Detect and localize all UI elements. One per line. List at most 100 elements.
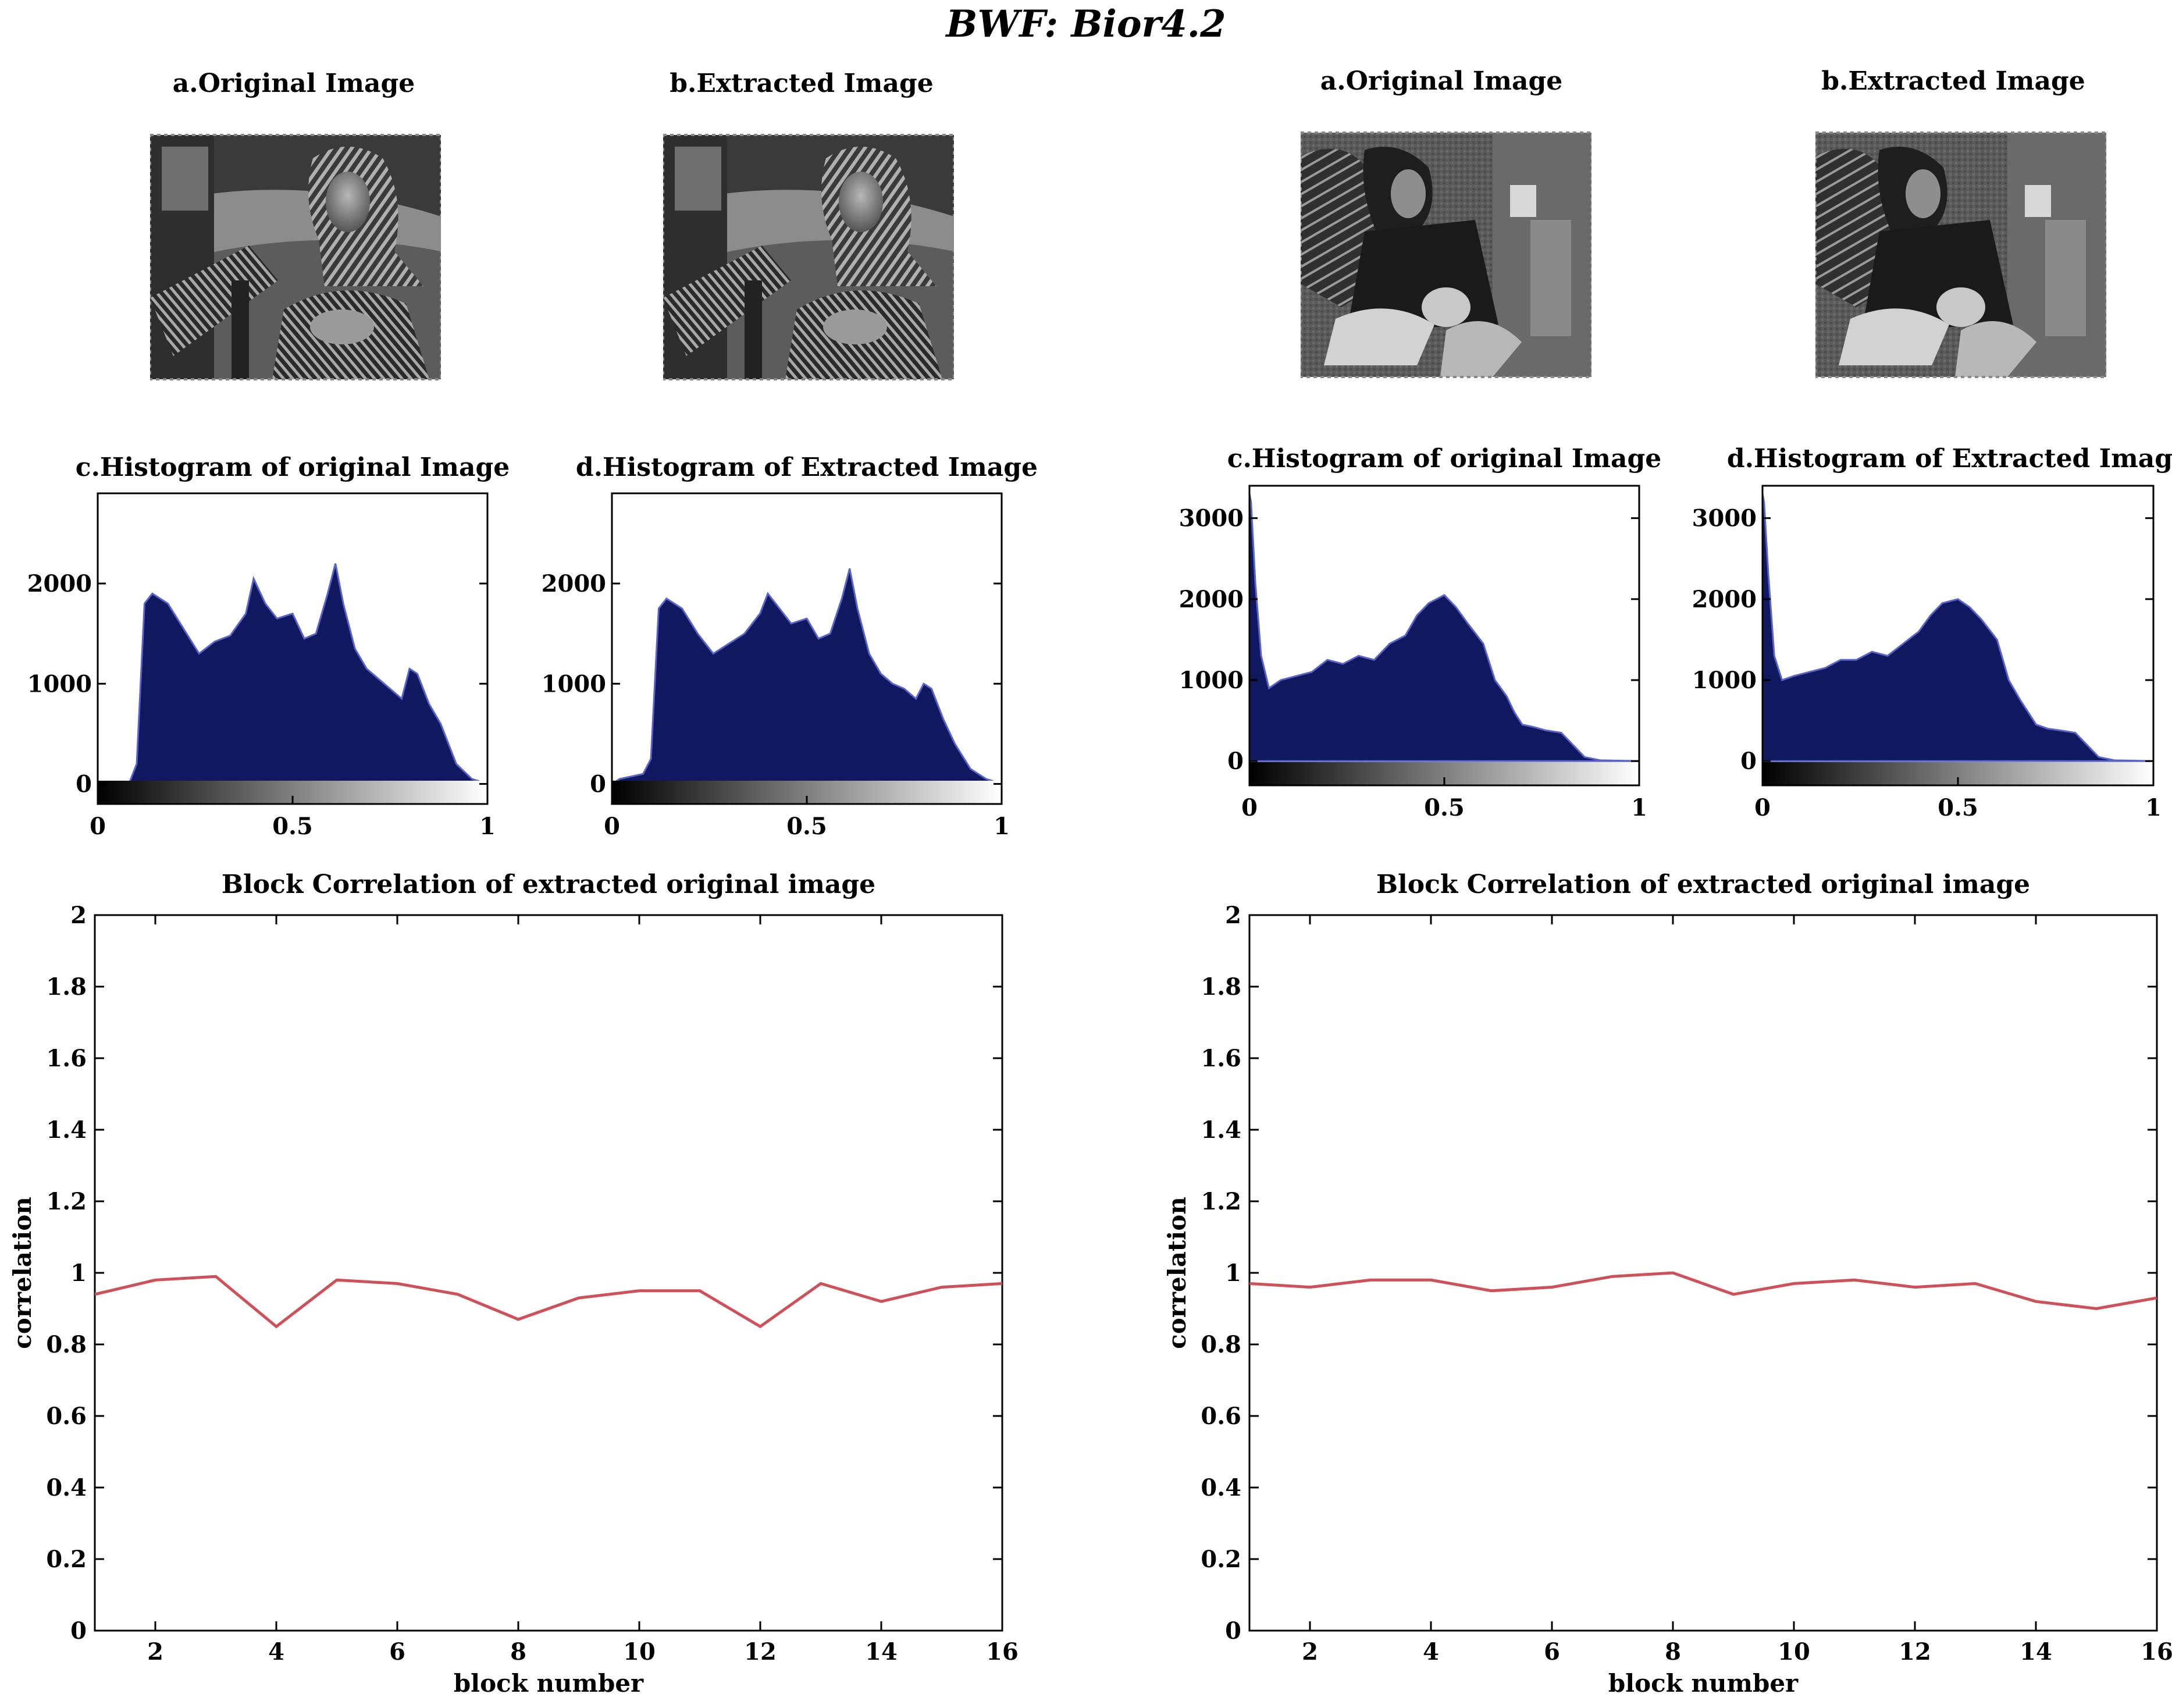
y-tick-label: 0.6 — [46, 1403, 87, 1430]
y-tick-label: 1.2 — [1201, 1188, 1241, 1215]
y-tick-label: 1000 — [1179, 667, 1244, 694]
x-axis-label: block number — [454, 1669, 644, 1698]
x-tick-label: 14 — [2020, 1638, 2052, 1666]
x-tick-label: 16 — [986, 1638, 1019, 1666]
x-tick-label: 2 — [1302, 1638, 1318, 1666]
y-tick-label: 1.6 — [1201, 1045, 1241, 1072]
x-tick-label: 1 — [1631, 794, 1647, 821]
correlation-line — [1249, 1271, 2157, 1311]
y-tick-label: 1.8 — [46, 973, 87, 1001]
y-tick-label: 0 — [70, 1617, 87, 1645]
y-tick-label: 2000 — [27, 570, 92, 597]
y-axis-label: correlation — [8, 1197, 37, 1349]
left-original-image — [150, 135, 441, 379]
y-tick-label: 2 — [1225, 902, 1241, 929]
histogram-area — [1761, 493, 2155, 762]
correlation-chart-5: Block Correlation of extracted original … — [1163, 870, 2172, 1698]
histogram-area — [611, 568, 1003, 785]
correlation-line — [94, 1275, 1003, 1329]
y-tick-label: 0 — [1225, 1617, 1241, 1645]
y-tick-label: 0.8 — [46, 1331, 87, 1358]
chart-title: Block Correlation of extracted original … — [222, 870, 875, 899]
histogram-area — [1248, 493, 1640, 762]
chart-title: c.Histogram of original Image — [76, 453, 510, 482]
x-tick-label: 6 — [1544, 1638, 1560, 1666]
histogram-chart-1: d.Histogram of Extracted Image 0 1000 2000 0… — [542, 453, 1038, 840]
y-tick-label: 3000 — [1692, 505, 1757, 532]
y-tick-label: 0.6 — [1201, 1403, 1241, 1430]
histogram-chart-3: d.Histogram of Extracted Image 0 1000 2000 3… — [1692, 444, 2172, 821]
histogram-chart-2: c.Histogram of original Image 0 1000 2000 30… — [1179, 444, 1662, 821]
right-original-image-title: a.Original Image — [1320, 66, 1562, 96]
x-tick-label: 2 — [147, 1638, 163, 1666]
y-tick-label: 0 — [1227, 748, 1244, 775]
y-tick-label: 0 — [76, 771, 92, 798]
y-tick-label: 0 — [590, 771, 606, 798]
y-tick-label: 1.2 — [46, 1188, 87, 1215]
x-tick-label: 1 — [2145, 794, 2162, 821]
axes-frame — [94, 914, 1003, 1632]
y-tick-label: 0.4 — [46, 1474, 87, 1501]
x-tick-label: 0.5 — [1938, 794, 1978, 821]
histogram-chart-0: c.Histogram of original Image 0 1000 2000 0 0… — [27, 453, 510, 840]
left-original-image-title: a.Original Image — [173, 69, 415, 98]
x-tick-label: 10 — [1778, 1638, 1810, 1666]
y-tick-label: 1.4 — [1201, 1116, 1241, 1144]
x-tick-label: 0 — [604, 813, 620, 840]
y-axis-label: correlation — [1163, 1197, 1191, 1349]
y-tick-label: 0.2 — [1201, 1546, 1241, 1573]
x-tick-label: 12 — [744, 1638, 777, 1666]
y-tick-label: 1 — [70, 1259, 87, 1287]
x-tick-label: 0.5 — [272, 813, 313, 840]
y-tick-label: 1.6 — [46, 1045, 87, 1072]
left-panel: a.Original Image b.Extracted Image — [150, 69, 954, 379]
y-tick-label: 1 — [1225, 1259, 1241, 1287]
figure-title: BWF: Bior4.2 — [946, 2, 1226, 46]
y-tick-label: 3000 — [1179, 505, 1244, 532]
y-tick-label: 1.8 — [1201, 973, 1241, 1001]
x-tick-label: 4 — [1423, 1638, 1439, 1666]
right-extracted-image — [1815, 133, 2106, 377]
x-tick-label: 12 — [1899, 1638, 1931, 1666]
correlation-chart-4: Block Correlation of extracted original … — [8, 870, 1019, 1698]
chart-title: Block Correlation of extracted original … — [1376, 870, 2030, 899]
chart-title: d.Histogram of Extracted Image — [1727, 444, 2172, 474]
left-extracted-image — [663, 135, 954, 379]
x-tick-label: 0 — [1241, 794, 1258, 821]
y-tick-label: 2000 — [542, 570, 606, 597]
x-tick-label: 1 — [994, 813, 1010, 840]
histogram-area — [97, 563, 489, 785]
y-tick-label: 2 — [70, 902, 87, 929]
y-tick-label: 1000 — [1692, 667, 1757, 694]
y-tick-label: 1000 — [542, 670, 606, 698]
x-tick-label: 16 — [2141, 1638, 2172, 1666]
left-extracted-image-title: b.Extracted Image — [670, 69, 933, 98]
x-axis-label: block number — [1608, 1669, 1799, 1698]
x-tick-label: 0 — [1754, 794, 1771, 821]
x-tick-label: 6 — [389, 1638, 405, 1666]
x-tick-label: 14 — [865, 1638, 898, 1666]
y-tick-label: 0 — [1740, 748, 1757, 775]
right-original-image — [1301, 133, 1591, 377]
x-tick-label: 0.5 — [786, 813, 827, 840]
y-tick-label: 0.8 — [1201, 1331, 1241, 1358]
y-tick-label: 0.2 — [46, 1546, 87, 1573]
x-tick-label: 0.5 — [1424, 794, 1465, 821]
x-tick-label: 1 — [479, 813, 496, 840]
x-tick-label: 8 — [510, 1638, 526, 1666]
y-tick-label: 1.4 — [46, 1116, 87, 1144]
axes-frame — [1248, 914, 2158, 1632]
x-tick-label: 0 — [90, 813, 106, 840]
x-tick-label: 10 — [623, 1638, 656, 1666]
chart-title: d.Histogram of Extracted Image — [576, 453, 1038, 482]
chart-title: c.Histogram of original Image — [1227, 444, 1661, 474]
right-panel: a.Original Image b.Extracted Image — [1301, 66, 2106, 377]
y-tick-label: 2000 — [1692, 586, 1757, 613]
y-tick-label: 1000 — [27, 670, 92, 698]
y-tick-label: 0.4 — [1201, 1474, 1241, 1501]
x-tick-label: 8 — [1665, 1638, 1681, 1666]
y-tick-label: 2000 — [1179, 586, 1244, 613]
right-extracted-image-title: b.Extracted Image — [1821, 66, 2085, 96]
